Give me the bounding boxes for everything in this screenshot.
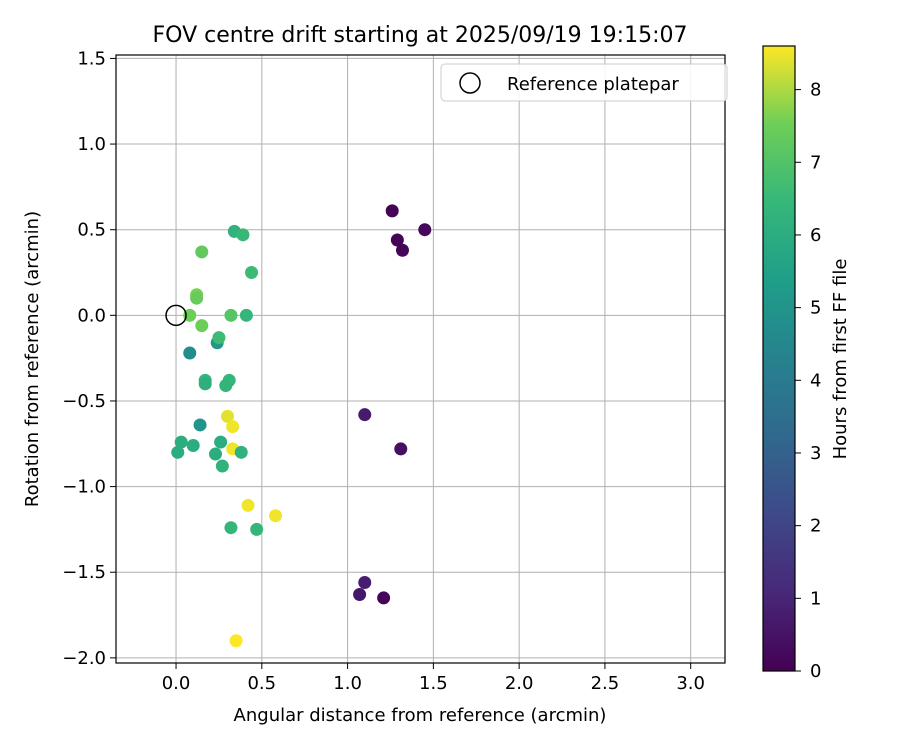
y-tick-label: 1.0 [77,134,106,155]
colorbar-tick-label: 3 [810,443,821,464]
data-point [229,634,243,648]
data-point [190,291,204,305]
x-tick-label: 1.0 [333,673,362,694]
data-point [234,445,248,459]
y-tick-label: 1.5 [77,48,106,69]
data-point [390,233,404,247]
grid [116,55,725,663]
data-point [221,409,235,423]
colorbar-gradient [762,45,796,672]
y-tick-label: −1.5 [62,562,106,583]
colorbar-label: Hours from first FF file [830,259,851,460]
data-point [198,377,212,391]
data-point [353,587,367,601]
data-point [215,459,229,473]
data-point [214,435,228,449]
colorbar-tick-label: 4 [810,370,821,391]
data-point [183,308,197,322]
plot-frame [115,54,726,664]
data-point [358,576,372,590]
colorbar-tick-label: 8 [810,80,821,101]
data-point [245,266,259,280]
x-axis-label: Angular distance from reference (arcmin) [234,705,607,726]
data-point [377,591,391,605]
colorbar-tick-label: 6 [810,225,821,246]
colorbar-tick-label: 1 [810,588,821,609]
data-point [239,308,253,322]
legend-label: Reference platepar [507,74,679,95]
x-tick-label: 3.0 [676,673,705,694]
x-axis: 0.0 0.5 1.0 1.5 2.0 2.5 3.0 [162,663,705,694]
data-point [174,435,188,449]
colorbar: 0 1 2 3 4 5 6 7 8 Hours from first FF file [762,45,851,682]
x-tick-label: 1.5 [419,673,448,694]
data-point [224,308,238,322]
y-tick-label: 0.5 [77,220,106,241]
y-axis-label: Rotation from reference (arcmin) [22,211,43,507]
data-point [241,498,255,512]
x-tick-label: 2.0 [505,673,534,694]
colorbar-tick-label: 0 [810,661,821,682]
y-tick-label: −2.0 [62,648,106,669]
data-point [171,445,185,459]
data-point [186,438,200,452]
data-point [195,245,209,259]
colorbar-tick-label: 7 [810,152,821,173]
data-point [195,319,209,333]
data-point [418,223,432,237]
data-points [171,204,432,648]
y-tick-label: 0.0 [77,305,106,326]
colorbar-tick-label: 2 [810,516,821,537]
legend-box [440,63,728,102]
x-tick-label: 0.5 [247,673,276,694]
legend: Reference platepar [440,63,728,102]
data-point [226,420,240,434]
data-point [395,243,409,257]
chart-title: FOV centre drift starting at 2025/09/19 … [153,23,688,48]
y-axis: 1.5 1.0 0.5 0.0 −0.5 −1.0 −1.5 −2.0 [62,48,116,669]
data-point [224,521,238,535]
data-point [236,228,250,242]
colorbar-tick-label: 5 [810,298,821,319]
reference-platepar-marker [165,304,187,327]
data-point [250,522,264,536]
x-tick-label: 0.0 [162,673,191,694]
y-tick-label: −0.5 [62,391,106,412]
y-tick-label: −1.0 [62,477,106,498]
data-point [208,447,222,461]
data-point [385,204,399,218]
legend-marker-icon [459,72,481,94]
data-point [183,346,197,360]
data-point [394,442,408,456]
data-point [358,408,372,422]
data-point [212,331,226,345]
reference-marker-layer [165,304,187,327]
data-point [269,509,283,523]
data-point [219,379,233,393]
x-tick-label: 2.5 [591,673,620,694]
colorbar-ticks: 0 1 2 3 4 5 6 7 8 [795,80,821,682]
data-point [193,418,207,432]
